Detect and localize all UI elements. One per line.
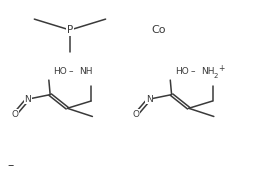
Text: –: –: [190, 67, 195, 76]
Text: +: +: [218, 64, 224, 73]
Text: –: –: [69, 67, 73, 76]
Text: N: N: [24, 95, 31, 104]
Text: Co: Co: [151, 25, 166, 35]
Text: NH: NH: [79, 67, 93, 76]
Text: NH: NH: [201, 67, 214, 76]
Text: O: O: [11, 110, 18, 119]
Text: O: O: [133, 110, 139, 119]
Text: HO: HO: [54, 67, 67, 76]
Text: N: N: [146, 95, 153, 104]
Text: –: –: [7, 159, 14, 172]
Text: 2: 2: [214, 73, 218, 78]
Text: HO: HO: [175, 67, 189, 76]
Text: P: P: [67, 25, 73, 35]
